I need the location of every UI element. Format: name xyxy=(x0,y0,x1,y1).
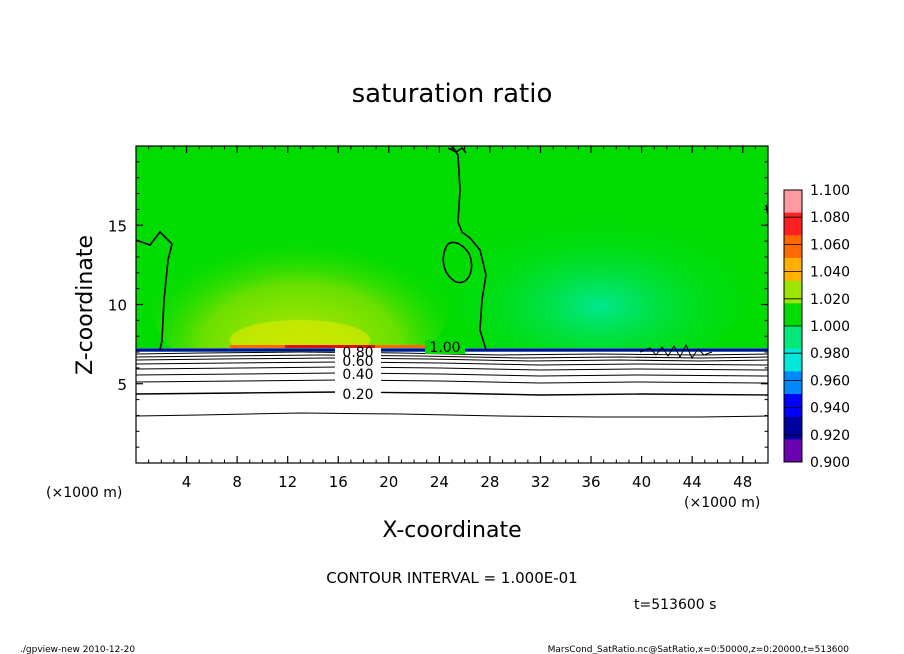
colorbar-swatch xyxy=(784,212,802,236)
chart-title: saturation ratio xyxy=(352,79,553,109)
contour-lines xyxy=(136,343,768,418)
colorbar-label: 0.900 xyxy=(810,455,850,471)
contour-label: 0.60 xyxy=(342,354,373,370)
colorbar-swatch xyxy=(784,280,802,304)
colorbar-swatch xyxy=(784,303,802,327)
contour-line xyxy=(136,354,768,359)
x-tick-label: 28 xyxy=(480,473,499,491)
saturation-peak-band-inner xyxy=(285,345,375,348)
colorbar-label: 1.060 xyxy=(810,237,850,253)
y-tick-label: 15 xyxy=(108,217,127,235)
time-label: t=513600 s xyxy=(634,597,716,613)
x-tick-label: 36 xyxy=(581,473,600,491)
colorbar-swatch xyxy=(784,439,802,463)
footer-right: MarsCond_SatRatio.nc@SatRatio,x=0:50000,… xyxy=(548,645,850,654)
y-tick-label: 10 xyxy=(108,297,127,315)
colorbar-swatch xyxy=(784,348,802,372)
colorbar-label: 1.040 xyxy=(810,265,850,281)
colorbar-swatch xyxy=(784,326,802,349)
x-tick-label: 16 xyxy=(329,473,348,491)
x-tick-label: 12 xyxy=(278,473,297,491)
colorbar-label: 1.100 xyxy=(810,183,850,199)
colorbar-label: 1.020 xyxy=(810,292,850,308)
x-axis: 4 8 12 16 20 24 28 32 36 40 44 48 xyxy=(148,146,756,491)
x-tick-label: 32 xyxy=(531,473,550,491)
x-axis-title: X-coordinate xyxy=(382,518,521,543)
colorbar-label: 0.960 xyxy=(810,373,850,389)
colorbar-swatch xyxy=(784,371,802,395)
y-axis-title: Z-coordinate xyxy=(73,235,98,375)
footer-left: ./gpview-new 2010-12-20 xyxy=(20,645,135,654)
contour-line xyxy=(136,412,768,418)
contour-line xyxy=(136,366,768,371)
colorbar-swatch xyxy=(784,235,802,259)
y-tick-label: 5 xyxy=(117,376,127,394)
contour-labels: 1.00 0.80 0.60 0.40 0.20 xyxy=(335,340,465,403)
cool-anomaly xyxy=(450,210,750,370)
contour-line xyxy=(451,146,487,351)
colorbar-swatch xyxy=(784,394,802,417)
subsaturated-region xyxy=(136,352,768,463)
colorbar-label: 1.000 xyxy=(810,319,850,335)
contour-line xyxy=(447,146,467,154)
contour-label: 0.40 xyxy=(342,367,373,383)
contour-line xyxy=(136,230,173,351)
colorbar-label: 0.980 xyxy=(810,346,850,362)
z-unit-label: (×1000 m) xyxy=(46,485,122,501)
colorbar-swatch xyxy=(784,190,802,213)
colorbar-swatch xyxy=(784,416,802,440)
contour-line xyxy=(136,391,768,396)
contour-line xyxy=(136,372,768,377)
colorbar-label: 0.940 xyxy=(810,401,850,417)
colorbar-label: 1.080 xyxy=(810,210,850,226)
x-tick-label: 24 xyxy=(430,473,449,491)
contour-line xyxy=(136,357,768,362)
contour-label: 0.20 xyxy=(342,387,373,403)
colorbar-label: 0.920 xyxy=(810,428,850,444)
x-tick-label: 48 xyxy=(733,473,752,491)
contour-label: 1.00 xyxy=(429,340,460,356)
colorbar: 1.100 1.080 1.060 1.040 1.020 1.000 0.980 0.960… xyxy=(783,183,850,471)
x-tick-label: 20 xyxy=(379,473,398,491)
x-tick-label: 4 xyxy=(182,473,192,491)
plot-area: 1.00 0.80 0.60 0.40 0.20 xyxy=(136,146,768,463)
x-tick-label: 8 xyxy=(232,473,242,491)
colorbar-swatch xyxy=(784,258,802,281)
y-axis: 5 10 15 xyxy=(108,161,768,448)
contour-line xyxy=(136,379,768,384)
contour-line xyxy=(442,241,473,284)
x-tick-label: 44 xyxy=(683,473,702,491)
x-tick-label: 40 xyxy=(632,473,651,491)
contour-interval-text: CONTOUR INTERVAL = 1.000E-01 xyxy=(326,569,577,587)
x-unit-label: (×1000 m) xyxy=(684,495,760,511)
contour-line xyxy=(136,361,768,366)
